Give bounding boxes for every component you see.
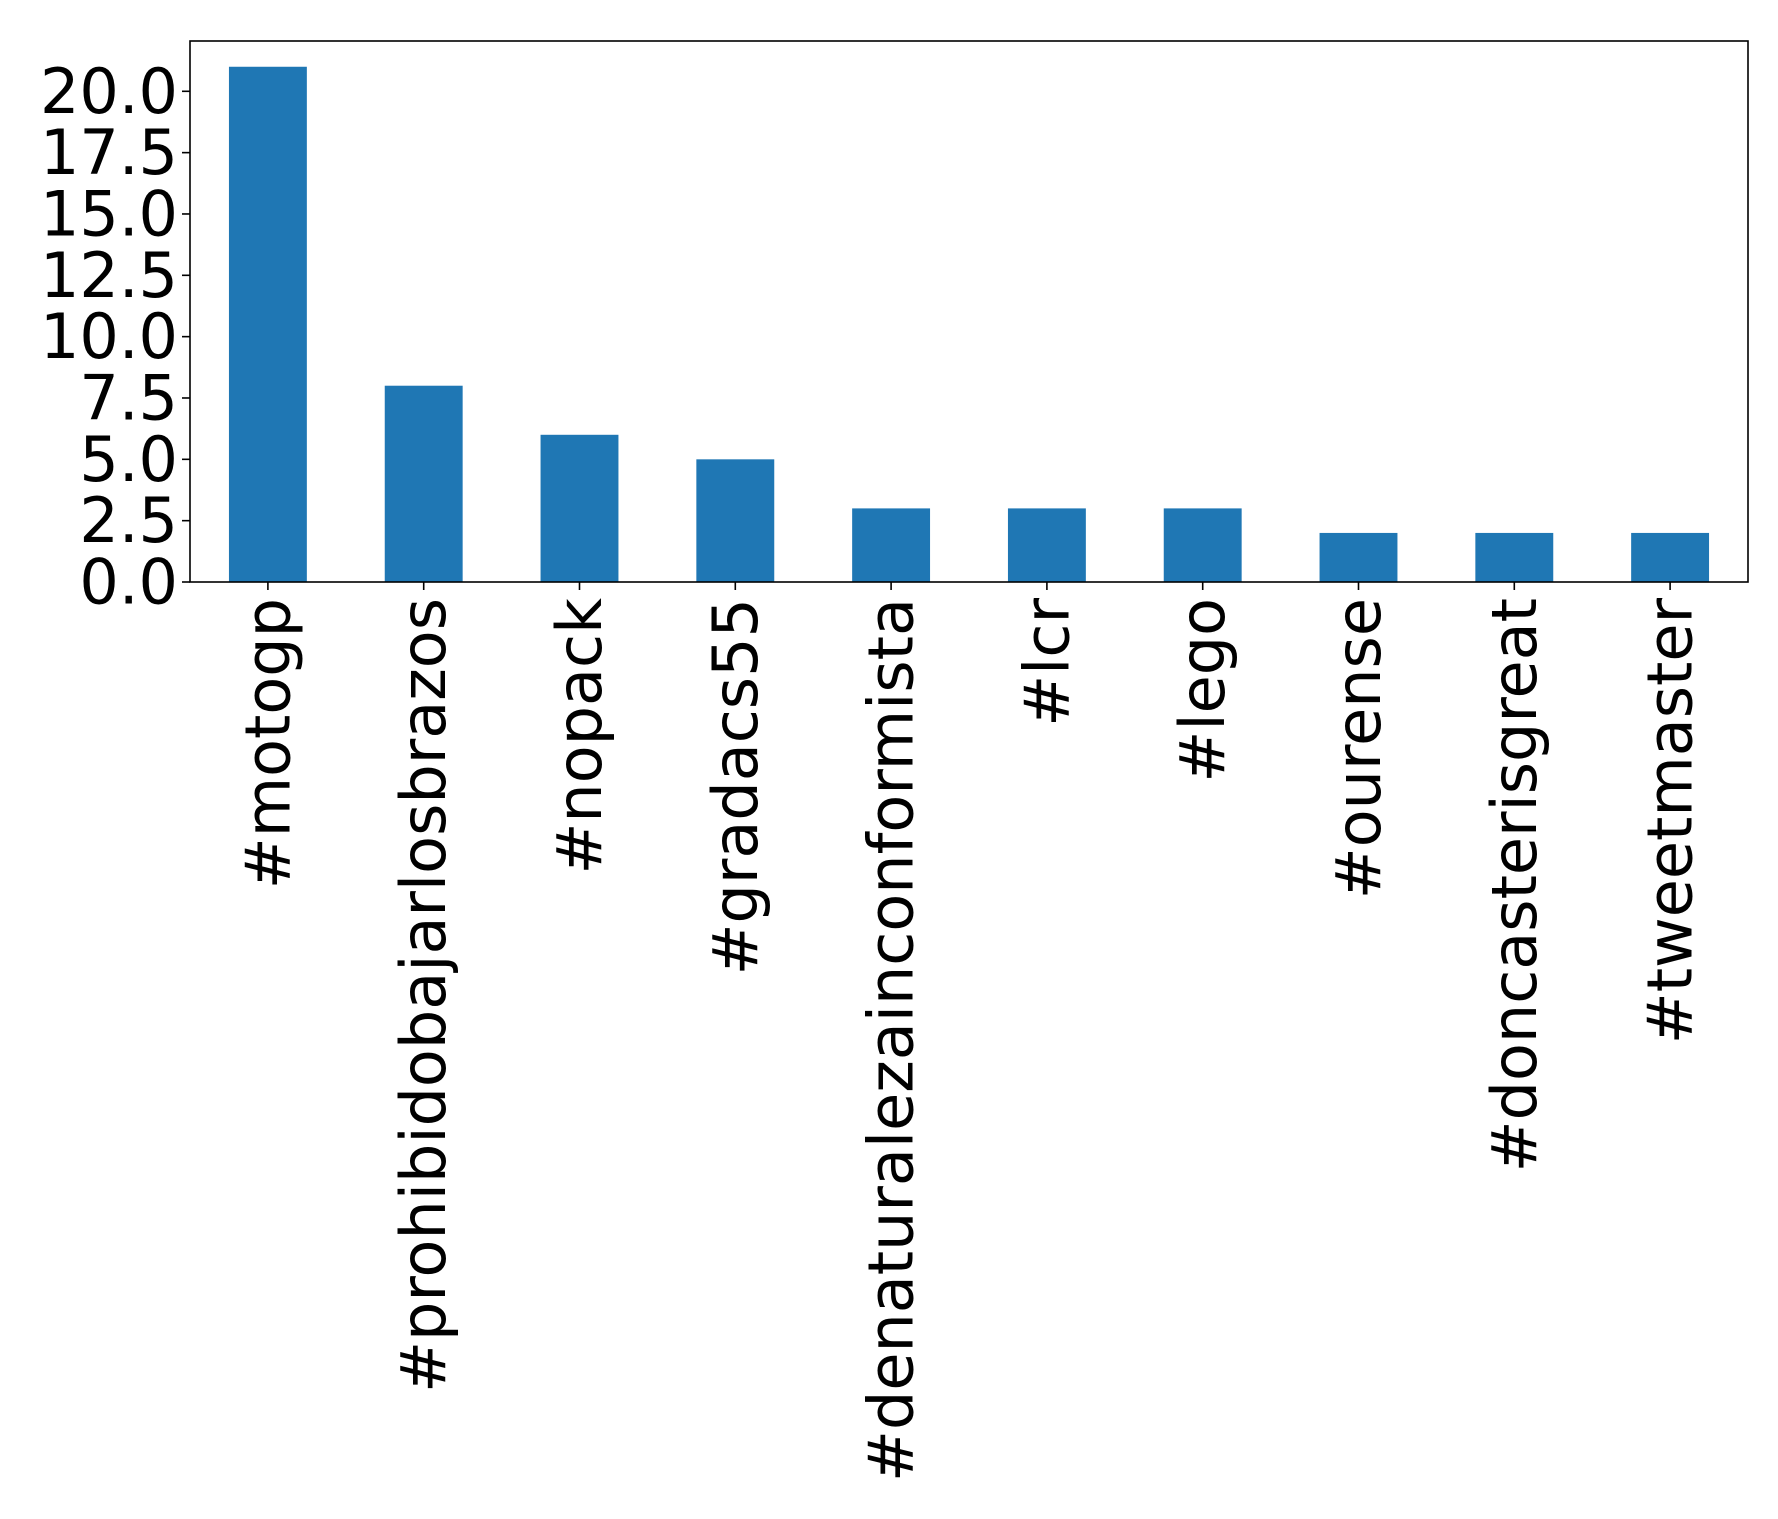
y-tick-label: 17.5 xyxy=(40,116,178,189)
bar-lego xyxy=(1163,508,1242,582)
bar-gradacs55 xyxy=(696,459,775,582)
bar-tweetmaster xyxy=(1631,532,1710,582)
bar-prohibidobajarlosbrazos xyxy=(384,385,463,582)
y-tick-label: 7.5 xyxy=(79,361,178,434)
bar-nopack xyxy=(540,434,619,582)
bar-ourense xyxy=(1319,532,1398,582)
bar-doncasterisgreat xyxy=(1475,532,1554,582)
x-tick-label: #nopack xyxy=(543,598,616,875)
x-tick-label: #tweetmaster xyxy=(1634,597,1707,1044)
y-tick-label: 2.5 xyxy=(79,484,178,557)
x-tick-label: #lcr xyxy=(1010,598,1083,727)
y-tick-label: 15.0 xyxy=(40,177,178,250)
y-axis-ticks: 0.02.55.07.510.012.515.017.520.0 xyxy=(40,55,190,619)
x-tick-label: #ourense xyxy=(1322,598,1395,899)
x-tick-label: #doncasterisgreat xyxy=(1478,598,1551,1172)
x-tick-label: #denaturalezainconformista xyxy=(855,598,928,1482)
bar-denaturalezainconformista xyxy=(852,508,931,582)
bar-lcr xyxy=(1007,508,1086,582)
plot-frame xyxy=(189,40,1749,583)
bar-motogp xyxy=(228,66,307,582)
x-tick-label: #motogp xyxy=(231,598,304,889)
bars-group xyxy=(228,66,1710,582)
y-tick-label: 20.0 xyxy=(40,55,178,128)
x-tick-label: #lego xyxy=(1166,598,1239,783)
x-tick-label: #gradacs55 xyxy=(699,598,772,975)
y-tick-label: 10.0 xyxy=(40,300,178,373)
y-tick-label: 12.5 xyxy=(40,239,178,312)
y-tick-label: 5.0 xyxy=(79,423,178,496)
x-tick-label: #prohibidobajarlosbrazos xyxy=(387,598,460,1393)
x-axis-ticks: #motogp #prohibidobajarlosbrazos #nopack #g… xyxy=(231,582,1707,1482)
y-tick-label: 0.0 xyxy=(79,546,178,619)
